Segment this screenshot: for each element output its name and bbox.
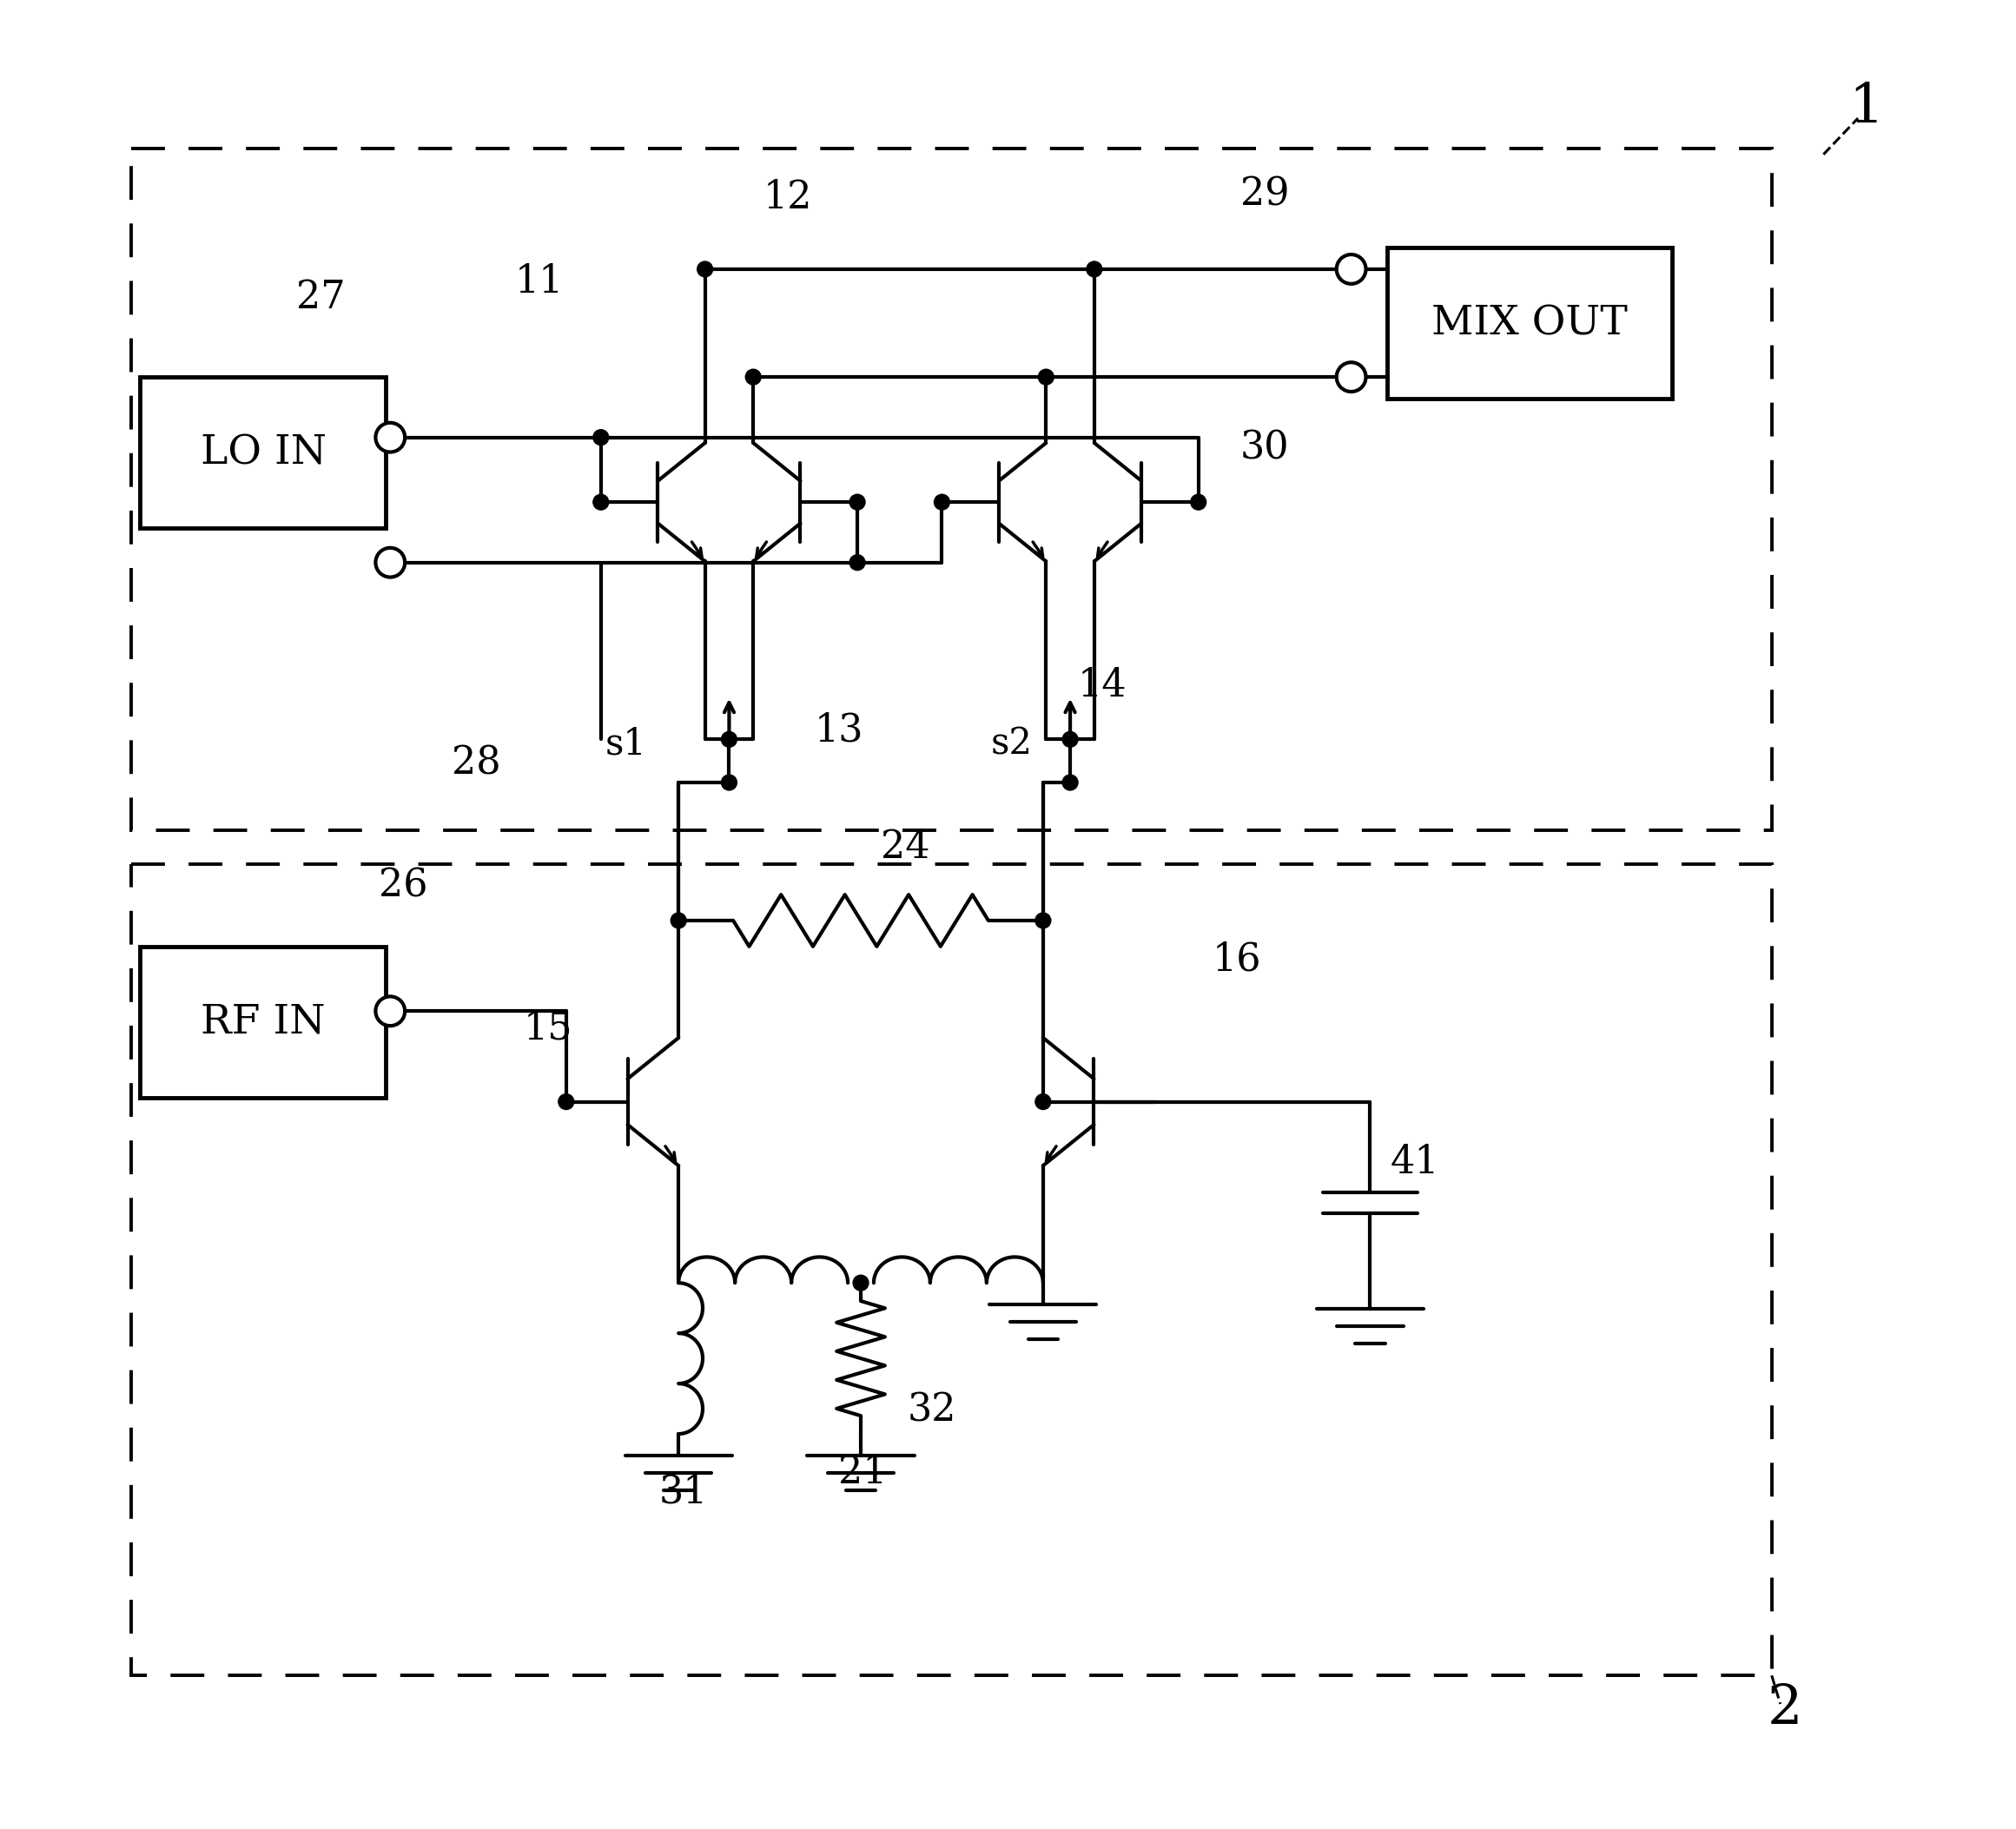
Bar — [139, 946, 385, 1097]
Circle shape — [593, 494, 609, 510]
Text: RF IN: RF IN — [202, 1002, 327, 1043]
Circle shape — [722, 732, 738, 746]
Text: 27: 27 — [296, 278, 347, 316]
Text: 2: 2 — [1766, 1683, 1802, 1736]
Text: LO IN: LO IN — [200, 433, 327, 472]
Text: 21: 21 — [839, 1454, 887, 1491]
Circle shape — [1337, 362, 1367, 391]
Text: 24: 24 — [881, 829, 929, 865]
Circle shape — [593, 430, 609, 444]
Circle shape — [849, 554, 865, 571]
Circle shape — [1062, 775, 1079, 790]
Text: 1: 1 — [1849, 80, 1885, 134]
Bar — [131, 865, 1772, 1675]
Text: s1: s1 — [605, 726, 647, 763]
Circle shape — [849, 494, 865, 510]
Circle shape — [375, 549, 405, 578]
Text: 16: 16 — [1212, 940, 1260, 979]
Circle shape — [1191, 494, 1206, 510]
Bar — [131, 148, 1772, 830]
Text: 31: 31 — [659, 1472, 708, 1511]
Circle shape — [1038, 369, 1054, 384]
Text: 13: 13 — [814, 711, 863, 750]
Circle shape — [698, 262, 714, 276]
Circle shape — [375, 422, 405, 452]
Bar — [139, 377, 385, 529]
Text: s2: s2 — [992, 726, 1032, 763]
Bar — [1387, 247, 1673, 399]
Text: 26: 26 — [379, 867, 427, 905]
Circle shape — [746, 369, 760, 384]
Text: 12: 12 — [762, 179, 812, 216]
Circle shape — [1036, 913, 1050, 929]
Circle shape — [853, 1275, 869, 1291]
Text: 41: 41 — [1391, 1143, 1439, 1182]
Text: 29: 29 — [1240, 176, 1290, 212]
Text: 15: 15 — [524, 1010, 573, 1048]
Circle shape — [1087, 262, 1103, 276]
Text: 28: 28 — [452, 744, 502, 783]
Circle shape — [375, 997, 405, 1026]
Circle shape — [558, 1094, 575, 1110]
Circle shape — [933, 494, 950, 510]
Text: 32: 32 — [907, 1392, 956, 1428]
Text: 11: 11 — [514, 263, 564, 300]
Circle shape — [1062, 732, 1079, 746]
Circle shape — [1337, 254, 1367, 283]
Text: 14: 14 — [1079, 668, 1127, 704]
Circle shape — [1036, 1094, 1050, 1110]
Circle shape — [671, 913, 685, 929]
Text: MIX OUT: MIX OUT — [1431, 304, 1629, 344]
Text: 30: 30 — [1240, 430, 1290, 466]
Circle shape — [722, 775, 738, 790]
